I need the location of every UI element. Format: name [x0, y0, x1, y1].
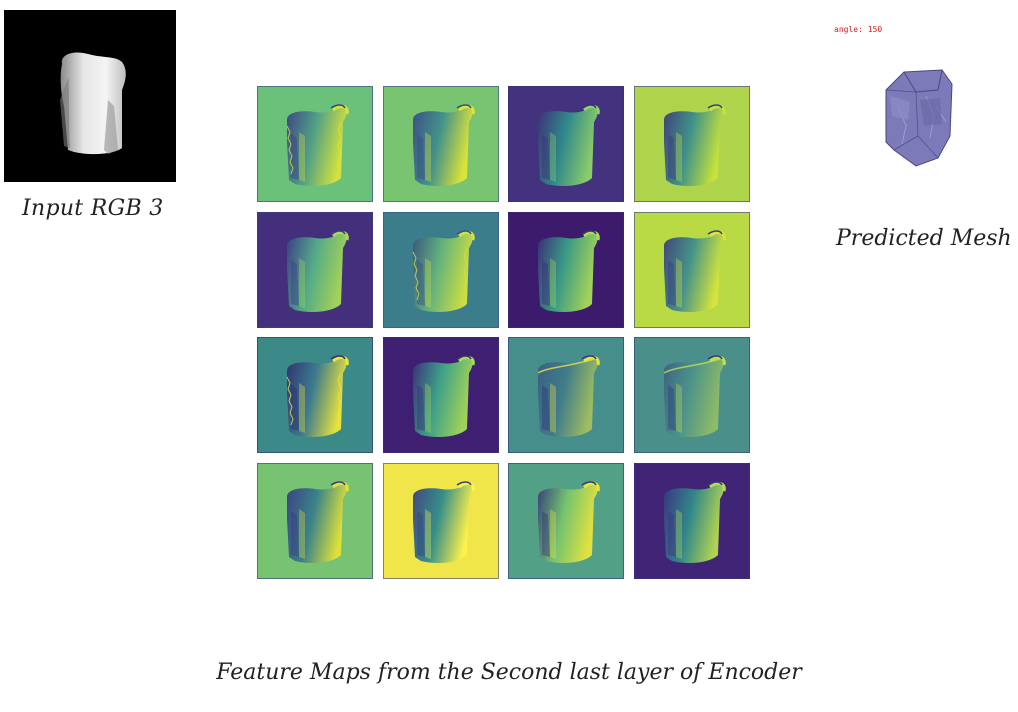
feature-map-tile — [257, 211, 373, 328]
input-label: Input RGB 3 — [22, 196, 164, 221]
figure-caption: Feature Maps from the Second last layer … — [216, 660, 802, 685]
feature-map-tile — [382, 337, 499, 453]
feature-map-tile — [382, 211, 499, 328]
feature-map-tile — [382, 462, 499, 579]
input-rgb-image — [4, 10, 176, 182]
chair-render — [60, 52, 126, 155]
feature-map-tile — [508, 337, 624, 453]
feature-map-tile — [508, 462, 624, 579]
feature-map-grid — [257, 86, 753, 579]
angle-readout: angle: 150 — [834, 25, 883, 34]
predicted-mesh-render — [876, 66, 958, 170]
feature-map-tile — [257, 86, 373, 202]
mesh-label: Predicted Mesh — [836, 226, 1012, 251]
feature-map-tile — [508, 86, 624, 202]
feature-map-tile — [633, 337, 750, 453]
feature-map-tile — [633, 211, 750, 328]
feature-map-tile — [633, 86, 750, 202]
feature-map-tile — [633, 462, 750, 579]
feature-map-tile — [257, 462, 373, 579]
feature-map-tile — [257, 337, 373, 453]
feature-map-tile — [508, 211, 624, 328]
feature-map-tile — [382, 86, 499, 202]
